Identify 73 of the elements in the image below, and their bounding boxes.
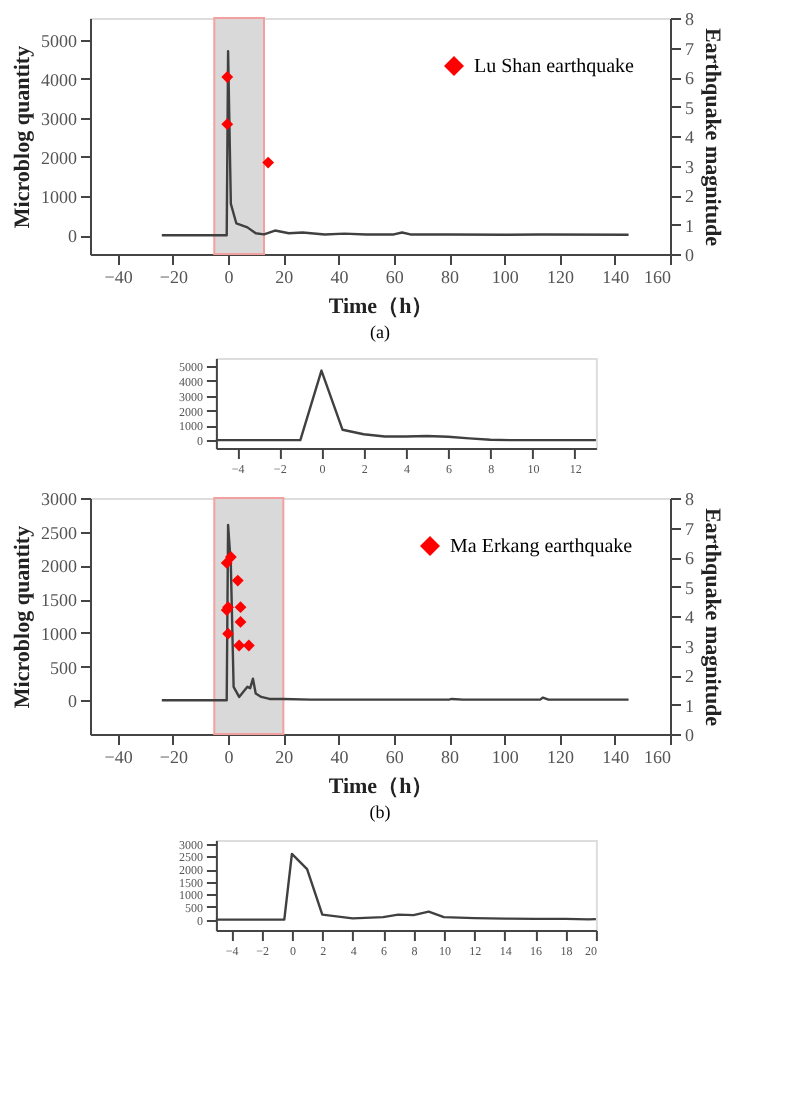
- y2-tick-label: 8: [685, 9, 695, 29]
- point: [234, 601, 247, 614]
- x-tick-label: 60: [385, 747, 405, 767]
- y2-tick-label: 2: [685, 666, 694, 686]
- y2-tick-label: 6: [685, 68, 695, 88]
- y2-tick-label: 3: [685, 156, 695, 177]
- y-tick-label: 2500: [41, 522, 78, 543]
- y-tick-label: 1000: [41, 187, 78, 208]
- text: (a): [370, 322, 390, 342]
- y2-tick-label: 5: [685, 577, 695, 598]
- legend-label: Ma Erkang earthquake: [450, 536, 634, 558]
- y2-tick-label: 0: [685, 245, 695, 265]
- y2-axis-title: Earthquake magnitude: [700, 507, 724, 727]
- x-tick-label: −20: [159, 267, 189, 287]
- x-tick-label: 80: [441, 267, 461, 287]
- y2-tick-label: 4: [685, 127, 695, 147]
- y-tick-label: 500: [50, 657, 78, 678]
- y2-axis-title: Earthquake magnitude: [700, 27, 724, 247]
- y-axis-title: Microblog quantity: [11, 524, 35, 709]
- point: [221, 71, 234, 83]
- y-tick-label: 2000: [41, 147, 78, 168]
- y2-tick-label: 7: [685, 38, 695, 59]
- x-tick-label: 120: [547, 747, 576, 767]
- x-tick-label: −40: [104, 747, 134, 767]
- y-tick-label: 2000: [41, 556, 78, 577]
- y2-tick-label: 7: [685, 518, 695, 539]
- x-tick-label: −20: [159, 747, 189, 767]
- y-tick-label: 0: [68, 691, 78, 712]
- x-tick-label: 160: [644, 267, 672, 287]
- y2-tick-label: 2: [685, 186, 694, 206]
- x-axis-title: Time（h）: [328, 295, 434, 319]
- x-tick-label: 40: [330, 267, 350, 287]
- point: [262, 156, 275, 169]
- y2-tick-label: 5: [685, 97, 695, 118]
- point: [224, 551, 237, 563]
- y2-tick-label: 1: [685, 215, 694, 236]
- y2-tick-label: 3: [685, 636, 695, 657]
- x-tick-label: 160: [644, 747, 672, 767]
- text: (b): [369, 802, 391, 822]
- x-tick-label: 100: [491, 267, 520, 287]
- line-series: [160, 50, 630, 237]
- x-tick-label: 20: [275, 267, 295, 287]
- line-series: [160, 523, 630, 702]
- x-tick-label: 120: [547, 267, 576, 287]
- x-axis-title: Time（h）: [328, 775, 434, 799]
- y-tick-label: 4000: [41, 69, 78, 90]
- y2-tick-label: 1: [685, 695, 694, 716]
- x-tick-label: 100: [491, 747, 520, 767]
- y-tick-label: 0: [68, 226, 78, 247]
- y-axis-title: Microblog quantity: [11, 44, 35, 229]
- y2-tick-label: 6: [685, 548, 695, 568]
- point: [221, 118, 234, 131]
- y-tick-label: 1000: [41, 623, 78, 644]
- x-tick-label: 20: [275, 747, 295, 767]
- y-tick-label: 5000: [41, 30, 78, 51]
- x-tick-label: 0: [224, 747, 235, 767]
- point: [231, 574, 244, 587]
- point: [234, 615, 247, 628]
- x-tick-label: 60: [385, 267, 405, 287]
- legend-label: Lu Shan earthquake: [474, 56, 636, 78]
- point: [222, 627, 235, 640]
- y-tick-label: 3000: [41, 489, 78, 509]
- y-tick-label: 3000: [41, 108, 78, 129]
- x-tick-label: 140: [602, 267, 631, 287]
- y2-tick-label: 8: [685, 489, 695, 509]
- y2-tick-label: 4: [685, 607, 695, 627]
- x-tick-label: 80: [441, 747, 461, 767]
- x-tick-label: −40: [104, 267, 134, 287]
- y-tick-label: 1500: [41, 590, 78, 611]
- x-tick-label: 0: [224, 267, 235, 287]
- x-tick-label: 140: [602, 747, 631, 767]
- x-tick-label: 40: [330, 747, 350, 767]
- y2-tick-label: 0: [685, 725, 695, 745]
